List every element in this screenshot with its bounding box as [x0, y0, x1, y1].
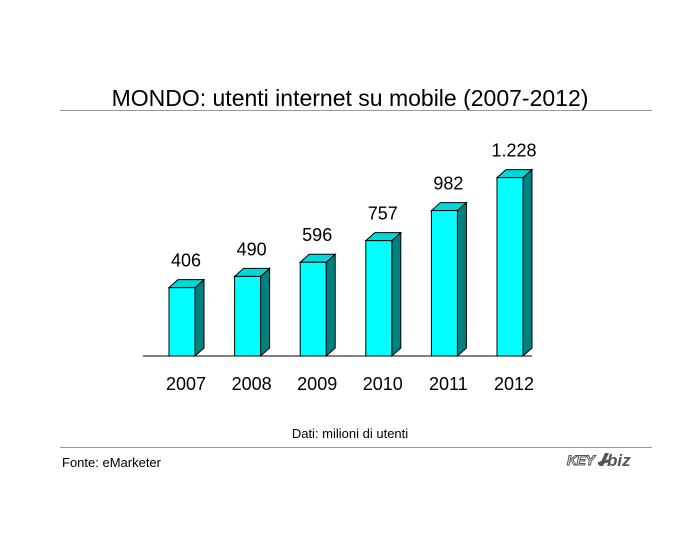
bar-front	[365, 240, 393, 357]
bar-2012	[495, 168, 534, 358]
bar-front	[496, 177, 524, 357]
bar-side	[194, 278, 205, 358]
bar-side	[522, 168, 533, 358]
bar-2009	[298, 253, 337, 358]
bar-chart: 406 2007 490 2008 596 2009 757 2010 982 2011 1.228…	[143, 141, 537, 394]
bar-front	[234, 275, 262, 357]
bar-2008	[233, 267, 271, 358]
bar-2011	[430, 201, 468, 358]
logo-main-text: KEY	[566, 452, 595, 469]
x-tick-label: 2008	[232, 374, 272, 394]
bar-side	[391, 231, 402, 358]
bar-front	[430, 210, 458, 357]
bar-2010	[364, 231, 403, 358]
x-tick-label: 2010	[363, 374, 403, 394]
data-label: 490	[237, 239, 267, 259]
bar-2007	[167, 278, 206, 358]
data-label: 982	[433, 174, 463, 194]
bar-front	[168, 287, 196, 357]
footer-divider	[60, 447, 652, 448]
x-tick-label: 2009	[297, 374, 337, 394]
data-label: 406	[171, 251, 201, 271]
bar-side	[325, 253, 336, 358]
bar-side	[260, 267, 271, 358]
title-divider	[60, 110, 652, 111]
source-text: Fonte: eMarketer	[62, 455, 161, 470]
x-tick-label: 2012	[494, 374, 534, 394]
chart-title: MONDO: utenti internet su mobile (2007-2…	[111, 85, 589, 111]
bar-side	[456, 201, 467, 358]
key4biz-logo: KEY biz	[566, 448, 647, 476]
data-label: 757	[368, 204, 398, 224]
x-tick-label: 2007	[166, 374, 206, 394]
logo-swoosh-icon	[598, 453, 610, 466]
units-note: Dati: milioni di utenti	[291, 426, 409, 441]
data-label: 1.228	[491, 141, 536, 161]
x-tick-label: 2011	[429, 374, 468, 394]
logo-sub-text: biz	[607, 451, 631, 470]
data-label: 596	[302, 225, 332, 245]
bar-front	[299, 261, 327, 357]
